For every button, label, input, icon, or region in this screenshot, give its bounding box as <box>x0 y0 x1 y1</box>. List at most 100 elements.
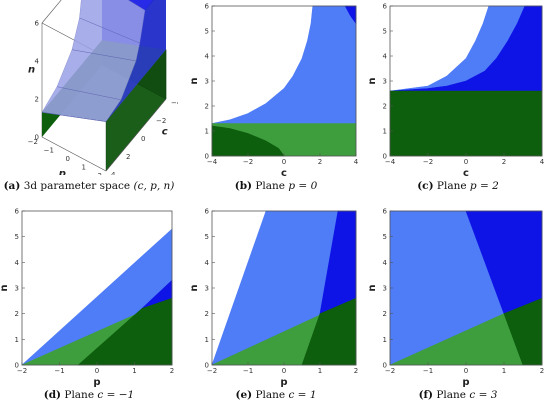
panel-e-plane-plot: −2 −1 0 1 2 0 1 2 3 4 5 6 p n <box>190 208 358 388</box>
c-tick-label: −4 <box>171 99 178 107</box>
p-axis-label: p <box>58 169 66 175</box>
c-axis-line <box>105 98 167 172</box>
caption-a-math: (c, p, n) <box>133 180 175 192</box>
caption-b-label: (b) <box>234 180 253 192</box>
n-tick-label: 4 <box>35 58 40 66</box>
y-tick-label: 2 <box>15 310 19 318</box>
y-tick-label: 0 <box>15 362 19 370</box>
x-tick-label: −1 <box>54 367 64 375</box>
caption-d-text: Plane <box>64 389 95 401</box>
y-axis-label: n <box>0 284 10 291</box>
y-tick-label: 3 <box>383 78 387 86</box>
p-tick-label: 0 <box>66 155 70 163</box>
y-tick-label: 4 <box>205 53 210 61</box>
y-tick-label: 3 <box>205 285 209 293</box>
caption-c-math: p = 2 <box>469 180 499 192</box>
y-tick-label: 1 <box>383 128 387 136</box>
y-tick-label: 4 <box>205 259 210 267</box>
y-tick-label: 4 <box>383 53 388 61</box>
n-axis-label: n <box>28 64 35 75</box>
caption-d-label: (d) <box>43 389 62 401</box>
y-tick-label: 0 <box>383 362 387 370</box>
y-axis-label: n <box>190 77 200 84</box>
x-tick-label: −4 <box>385 158 396 166</box>
region-light-blue-0 <box>211 5 357 124</box>
y-tick-label: 3 <box>383 285 387 293</box>
c-axis-label: c <box>162 127 168 138</box>
x-tick-label: −2 <box>17 367 27 375</box>
y-tick-label: 2 <box>205 103 209 111</box>
surface-mesh-line <box>41 112 107 122</box>
x-tick-label: −2 <box>423 158 433 166</box>
y-tick-label: 2 <box>205 310 209 318</box>
region-dark-green-2 <box>389 90 543 157</box>
x-tick-label: −1 <box>423 367 433 375</box>
x-axis-label: p <box>93 377 100 387</box>
y-tick-label: 6 <box>205 208 210 216</box>
caption-f-text: Plane <box>436 389 467 401</box>
caption-e-math: c = 1 <box>288 389 317 401</box>
caption-f: (f) Plane c = 3 <box>368 389 548 401</box>
caption-c-text: Plane <box>436 180 467 192</box>
x-tick-label: 4 <box>540 158 545 166</box>
y-tick-label: 3 <box>205 78 209 86</box>
y-tick-label: 3 <box>15 285 19 293</box>
caption-f-label: (f) <box>418 389 434 401</box>
y-tick-label: 0 <box>205 362 209 370</box>
caption-a-label: (a) <box>3 180 21 192</box>
y-tick-label: 5 <box>383 233 387 241</box>
caption-f-math: c = 3 <box>469 389 498 401</box>
x-axis-label: c <box>463 168 469 178</box>
y-axis-label: n <box>368 284 378 291</box>
x-tick-label: 0 <box>464 158 468 166</box>
y-tick-label: 0 <box>383 153 387 161</box>
panel-d-plane-plot: −2 −1 0 1 2 0 1 2 3 4 5 6 p n <box>0 208 174 388</box>
y-tick-label: 4 <box>15 259 20 267</box>
p-tick-label: 1 <box>82 164 86 172</box>
x-tick-label: 4 <box>354 158 359 166</box>
p-tick-label: 2 <box>98 172 102 175</box>
panel-c-plane-plot: −4 −2 0 2 4 0 1 2 3 4 5 6 c n <box>368 3 545 179</box>
x-tick-label: 1 <box>132 367 136 375</box>
x-tick-label: 1 <box>502 367 506 375</box>
y-tick-label: 6 <box>205 3 210 11</box>
surface-mesh-line <box>128 0 146 11</box>
c-tick-label: 2 <box>126 153 130 161</box>
x-tick-label: 0 <box>282 367 286 375</box>
x-tick-label: −1 <box>243 367 253 375</box>
y-tick-label: 2 <box>383 103 387 111</box>
caption-b-math: p = 0 <box>288 180 318 192</box>
y-tick-label: 6 <box>383 208 388 216</box>
region-dark-green-3 <box>211 125 285 157</box>
x-tick-label: 1 <box>318 367 322 375</box>
x-tick-label: −4 <box>207 158 218 166</box>
x-tick-label: 2 <box>540 367 544 375</box>
y-tick-label: 5 <box>15 233 19 241</box>
x-tick-label: 0 <box>464 367 468 375</box>
y-tick-label: 6 <box>15 208 20 216</box>
y-tick-label: 1 <box>383 336 387 344</box>
y-axis-label: n <box>190 284 200 291</box>
x-tick-label: 2 <box>170 367 174 375</box>
x-tick-label: 2 <box>354 367 358 375</box>
p-tick-label: −2 <box>28 138 38 146</box>
y-tick-label: 4 <box>383 259 388 267</box>
y-tick-label: 2 <box>383 310 387 318</box>
x-tick-label: 0 <box>95 367 99 375</box>
y-tick-label: 1 <box>205 128 209 136</box>
x-tick-label: −2 <box>207 367 217 375</box>
caption-a-text: 3d parameter space <box>23 180 131 192</box>
n-tick-label: 2 <box>35 96 39 104</box>
panel-b-plane-plot: −4 −2 0 2 4 0 1 2 3 4 5 6 c n <box>190 3 359 179</box>
caption-e: (e) Plane c = 1 <box>190 389 362 401</box>
x-tick-label: −2 <box>385 367 395 375</box>
y-tick-label: 5 <box>205 28 209 36</box>
y-tick-label: 5 <box>205 233 209 241</box>
blue-volume-front <box>106 0 166 122</box>
x-axis-label: p <box>280 377 287 387</box>
c-tick-label: 0 <box>141 135 145 143</box>
caption-e-text: Plane <box>255 389 286 401</box>
caption-c: (c) Plane p = 2 <box>368 180 548 192</box>
